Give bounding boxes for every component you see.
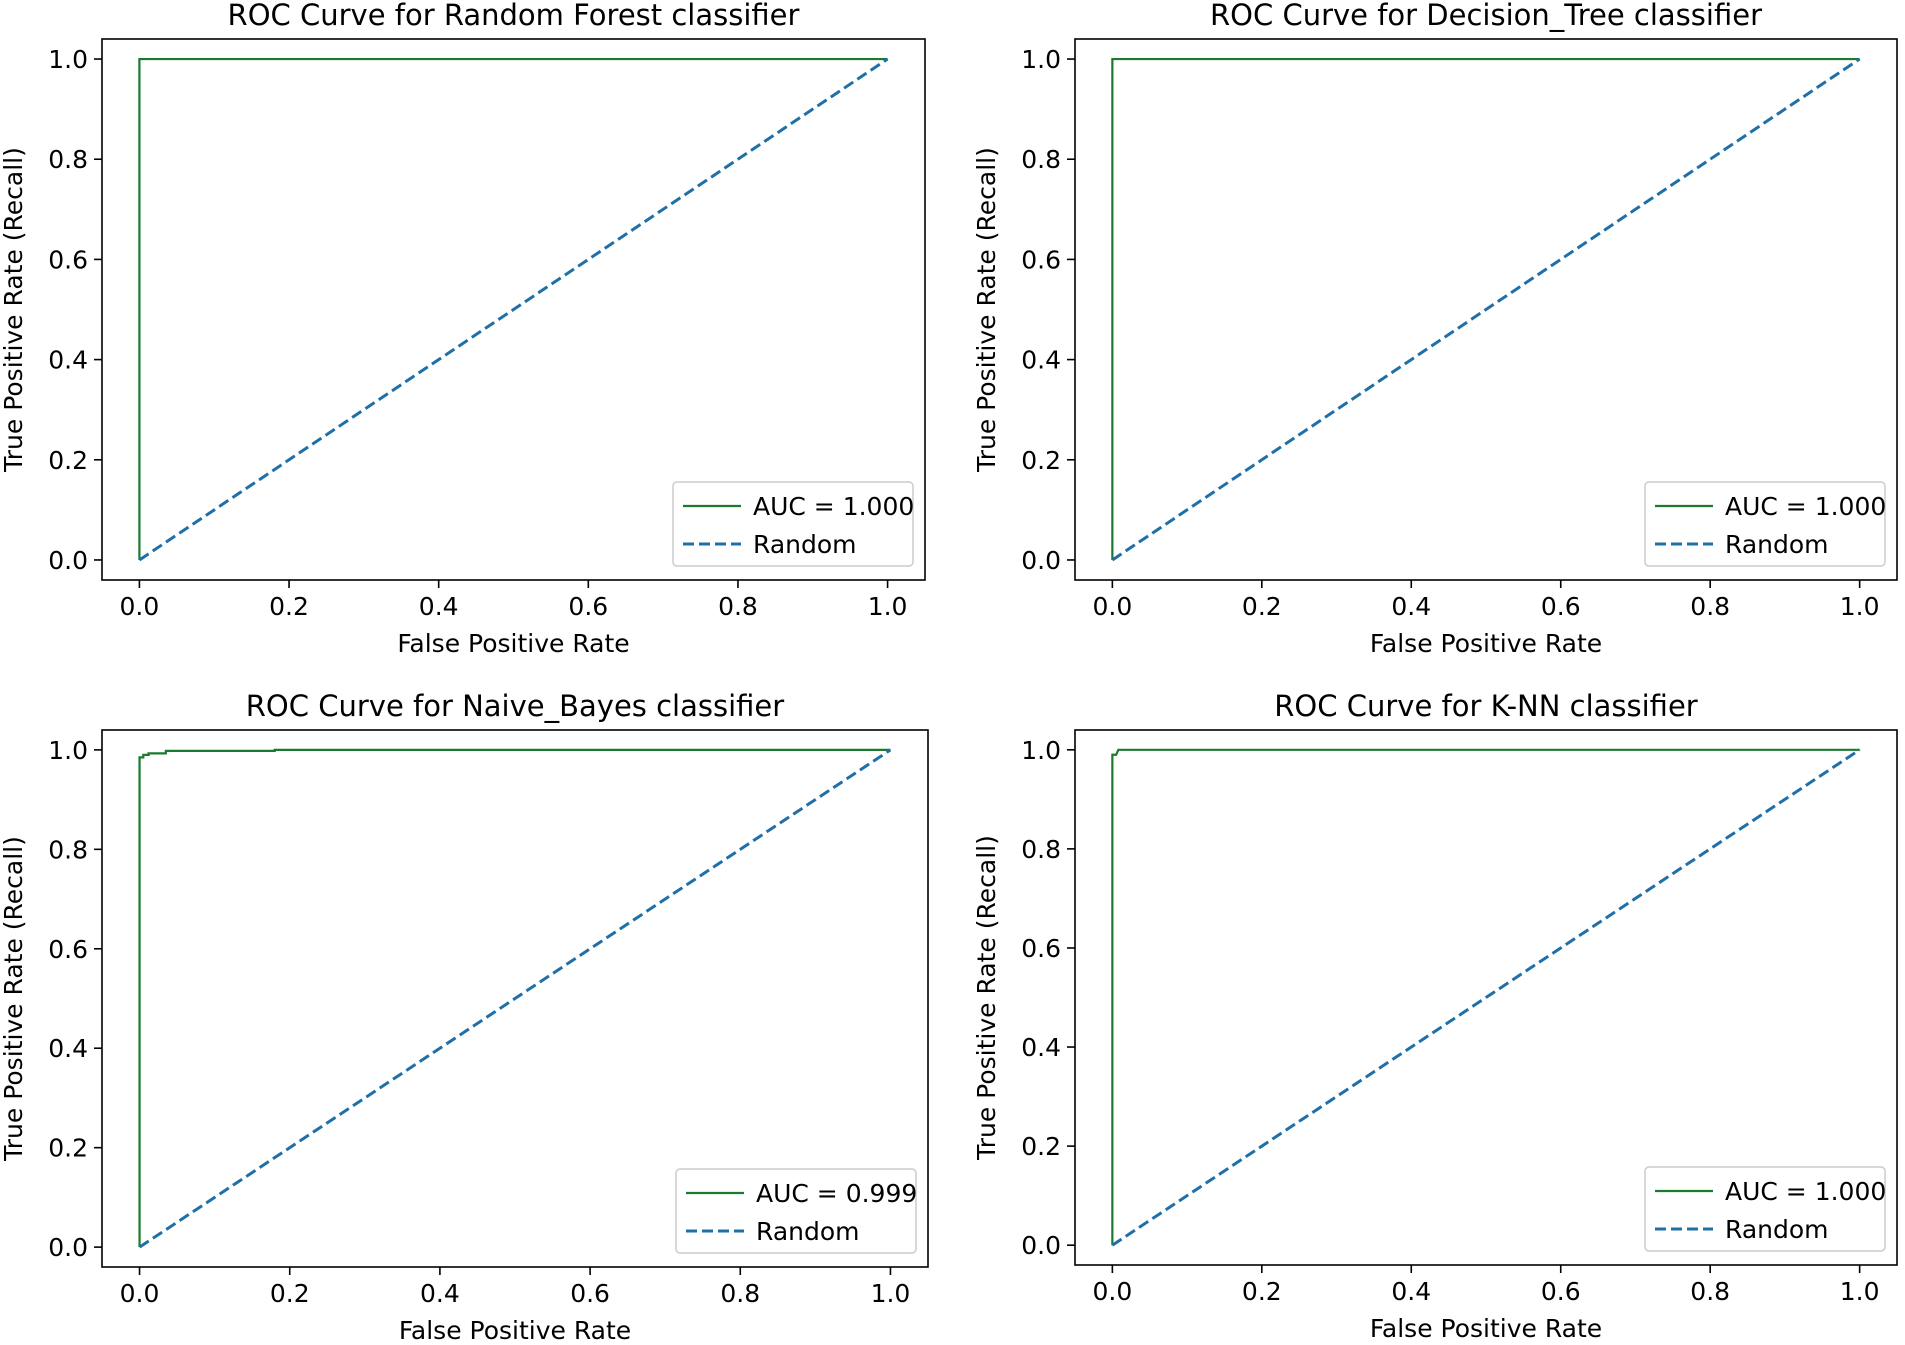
axes-frame <box>1074 38 1898 581</box>
chart-panel-1: ROC Curve for Random Forest classifier 0.… <box>0 0 926 658</box>
y-tick-label: 0.0 <box>48 546 88 575</box>
chart-title: ROC Curve for Naive_Bayes classifier <box>246 689 784 723</box>
chart-title: ROC Curve for Decision_Tree classifier <box>1210 0 1762 32</box>
x-tick-label: 0.0 <box>120 1279 160 1308</box>
x-tick-label: 0.2 <box>269 592 309 621</box>
legend: AUC = 0.999 Random <box>675 1168 917 1254</box>
y-tick-label: 1.0 <box>1021 45 1061 74</box>
legend-entry-label: Random <box>1725 1215 1829 1244</box>
y-tick-label: 0.2 <box>1021 446 1061 475</box>
y-tick-label: 0.6 <box>1021 245 1061 274</box>
legend-entry-label: AUC = 1.000 <box>1725 492 1886 521</box>
y-axis-label: True Positive Rate (Recall) <box>0 147 28 473</box>
x-tick-label: 0.2 <box>1242 592 1282 621</box>
y-tick-label: 0.4 <box>1021 346 1061 375</box>
y-tick-label: 0.2 <box>1021 1132 1061 1161</box>
x-tick-label: 0.8 <box>1690 592 1730 621</box>
y-tick-label: 0.8 <box>1021 145 1061 174</box>
x-tick-label: 0.2 <box>1242 1277 1282 1306</box>
chart-title: ROC Curve for K-NN classifier <box>1274 689 1698 723</box>
x-tick-label: 0.0 <box>1092 592 1132 621</box>
legend-entry-label: AUC = 1.000 <box>753 492 914 521</box>
y-tick-label: 0.6 <box>1021 934 1061 963</box>
legend-entry-label: Random <box>756 1217 860 1246</box>
chart-title: ROC Curve for Random Forest classifier <box>228 0 800 32</box>
axes-frame <box>1074 729 1898 1266</box>
roc-curve-line <box>138 748 891 1248</box>
x-tick-label: 0.0 <box>120 592 160 621</box>
axes-frame <box>101 729 929 1268</box>
random-baseline-line <box>1111 57 1861 562</box>
y-tick-label: 0.4 <box>48 1034 88 1063</box>
x-tick-label: 0.2 <box>270 1279 310 1308</box>
legend-entry-label: Random <box>1725 530 1829 559</box>
roc-curve-line <box>138 57 888 560</box>
x-tick-label: 1.0 <box>1840 1277 1880 1306</box>
y-tick-label: 1.0 <box>1021 736 1061 765</box>
x-axis-label: False Positive Rate <box>1370 629 1602 658</box>
x-axis-label: False Positive Rate <box>399 1316 631 1345</box>
y-tick-label: 0.2 <box>48 446 88 475</box>
x-tick-label: 0.6 <box>568 592 608 621</box>
y-tick-label: 0.0 <box>1021 546 1061 575</box>
x-tick-label: 0.4 <box>1391 1277 1431 1306</box>
x-tick-label: 0.0 <box>1092 1277 1132 1306</box>
y-tick-label: 0.4 <box>48 346 88 375</box>
x-tick-label: 0.8 <box>1690 1277 1730 1306</box>
random-baseline-line <box>1111 748 1861 1247</box>
roc-curve-line <box>1111 748 1860 1246</box>
y-tick-label: 0.0 <box>1021 1231 1061 1260</box>
y-axis-label: True Positive Rate (Recall) <box>0 836 28 1162</box>
legend: AUC = 1.000 Random <box>1644 481 1886 567</box>
y-axis-label: True Positive Rate (Recall) <box>972 147 1001 473</box>
legend: AUC = 1.000 Random <box>1644 1166 1886 1252</box>
y-tick-label: 0.8 <box>48 835 88 864</box>
legend: AUC = 1.000 Random <box>672 481 914 567</box>
x-tick-label: 0.6 <box>1541 592 1581 621</box>
y-tick-label: 0.6 <box>48 935 88 964</box>
y-tick-label: 1.0 <box>48 45 88 74</box>
y-tick-label: 1.0 <box>48 736 88 765</box>
x-tick-label: 1.0 <box>868 592 908 621</box>
random-baseline-line <box>138 748 892 1249</box>
x-axis-label: False Positive Rate <box>1370 1314 1602 1343</box>
y-tick-label: 0.8 <box>48 145 88 174</box>
x-tick-label: 0.6 <box>1541 1277 1581 1306</box>
x-tick-label: 0.4 <box>1391 592 1431 621</box>
y-axis-label: True Positive Rate (Recall) <box>972 835 1001 1161</box>
y-tick-label: 0.8 <box>1021 835 1061 864</box>
roc-curve-line <box>1111 57 1860 560</box>
x-tick-label: 0.8 <box>718 592 758 621</box>
y-tick-label: 0.4 <box>1021 1033 1061 1062</box>
x-tick-label: 0.8 <box>720 1279 760 1308</box>
chart-panel-2: ROC Curve for Decision_Tree classifier 0.… <box>972 0 1898 658</box>
legend-entry-label: Random <box>753 530 857 559</box>
x-tick-label: 0.6 <box>570 1279 610 1308</box>
y-tick-label: 0.2 <box>48 1134 88 1163</box>
chart-panel-4: ROC Curve for K-NN classifier 0.0 0.2 0.4 0.… <box>972 689 1898 1343</box>
y-tick-label: 0.6 <box>48 245 88 274</box>
legend-entry-label: AUC = 0.999 <box>756 1179 917 1208</box>
x-tick-label: 0.4 <box>420 1279 460 1308</box>
chart-panel-3: ROC Curve for Naive_Bayes classifier 0.0 0… <box>0 689 929 1345</box>
y-tick-label: 0.0 <box>48 1233 88 1262</box>
x-axis-label: False Positive Rate <box>397 629 629 658</box>
legend-entry-label: AUC = 1.000 <box>1725 1177 1886 1206</box>
random-baseline-line <box>138 57 889 562</box>
x-tick-label: 0.4 <box>419 592 459 621</box>
x-tick-label: 1.0 <box>871 1279 911 1308</box>
axes-frame <box>101 38 926 581</box>
x-tick-label: 1.0 <box>1840 592 1880 621</box>
